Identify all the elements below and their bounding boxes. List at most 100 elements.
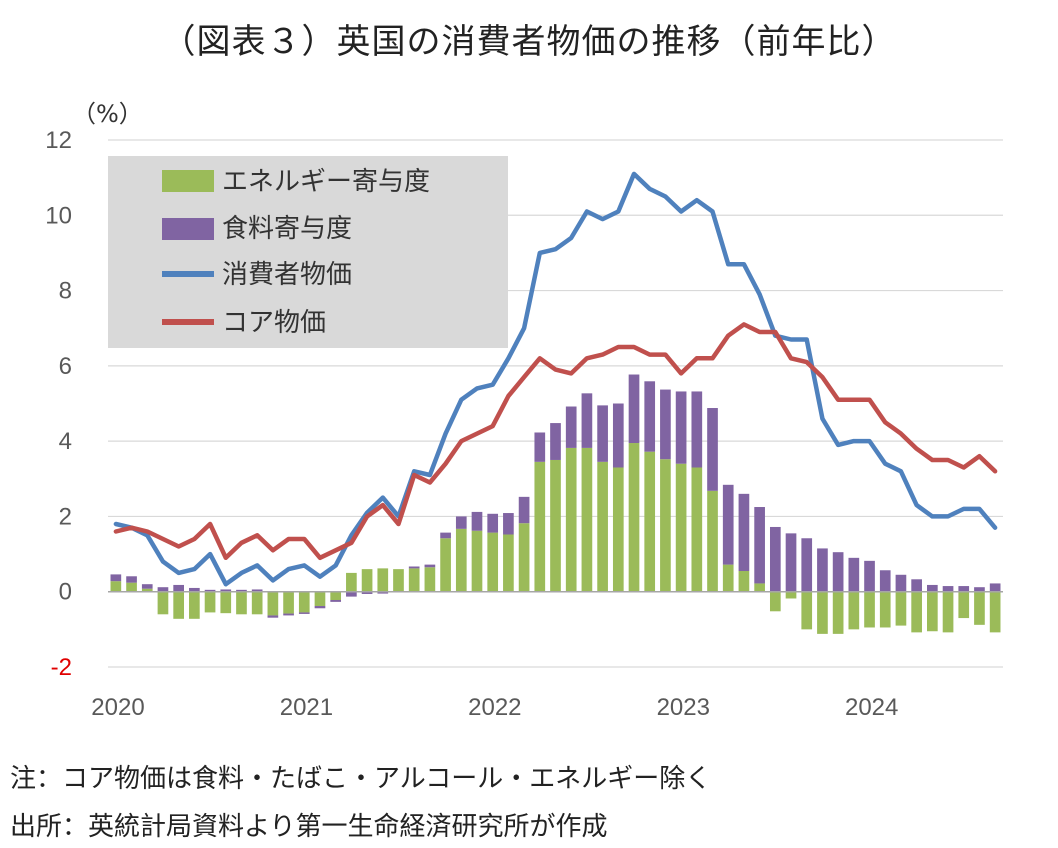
bar-food bbox=[864, 560, 875, 592]
legend-label-food: 食料寄与度 bbox=[222, 214, 352, 244]
bar-energy bbox=[738, 571, 750, 592]
bar-food bbox=[518, 496, 530, 524]
bar-food bbox=[236, 589, 247, 592]
bar-energy bbox=[518, 523, 530, 592]
bar-energy bbox=[126, 582, 137, 592]
y-tick-label: 8 bbox=[59, 278, 72, 305]
bar-energy bbox=[298, 591, 310, 613]
x-tick-label: 2021 bbox=[280, 694, 333, 721]
bar-energy bbox=[879, 591, 891, 628]
bar-food bbox=[330, 599, 342, 602]
bar-energy bbox=[314, 591, 326, 607]
bar-energy bbox=[377, 568, 389, 592]
bar-energy bbox=[864, 591, 875, 628]
bar-energy bbox=[408, 568, 420, 592]
legend-label-core: コア物価 bbox=[222, 308, 326, 338]
bar-food bbox=[408, 566, 420, 569]
bar-energy bbox=[550, 459, 561, 592]
bar-food bbox=[974, 587, 985, 592]
bar-food bbox=[424, 564, 436, 568]
legend: エネルギー寄与度 食料寄与度 消費者物価 コア物価 bbox=[108, 156, 508, 348]
y-tick-label: 12 bbox=[45, 127, 72, 154]
bar-energy bbox=[424, 567, 436, 592]
bar-food bbox=[644, 381, 656, 452]
bar-food bbox=[550, 423, 561, 460]
bar-food bbox=[848, 557, 860, 592]
bar-energy bbox=[612, 467, 624, 592]
bar-food bbox=[675, 391, 687, 464]
x-tick-label: 2020 bbox=[91, 694, 144, 721]
bar-food bbox=[377, 591, 389, 594]
legend-swatch-food bbox=[162, 218, 214, 240]
bar-energy bbox=[989, 591, 1001, 633]
bar-energy bbox=[455, 528, 467, 592]
bar-energy bbox=[110, 581, 122, 592]
bar-energy bbox=[942, 591, 954, 633]
bar-food bbox=[581, 393, 593, 448]
bar-food bbox=[832, 552, 844, 592]
bar-energy bbox=[597, 461, 608, 592]
y-tick-label: 10 bbox=[45, 202, 72, 229]
bar-food bbox=[440, 532, 451, 539]
bar-energy bbox=[644, 451, 656, 592]
bar-food bbox=[895, 574, 907, 592]
bar-food bbox=[503, 513, 514, 535]
y-tick-label: -2 bbox=[51, 654, 72, 681]
bar-food bbox=[942, 586, 954, 592]
bar-energy bbox=[832, 591, 844, 634]
bar-energy bbox=[534, 461, 546, 592]
line-core bbox=[113, 322, 998, 561]
bar-food bbox=[110, 574, 122, 582]
bar-food bbox=[691, 391, 703, 468]
bar-energy bbox=[769, 591, 781, 612]
bar-energy bbox=[895, 591, 907, 626]
bar-energy bbox=[283, 591, 294, 614]
y-unit-label: （%） bbox=[72, 100, 143, 128]
bar-energy bbox=[958, 591, 970, 619]
bar-food bbox=[455, 516, 467, 529]
bar-food bbox=[801, 538, 813, 592]
bar-food bbox=[565, 406, 577, 448]
bar-energy bbox=[848, 591, 860, 630]
bar-energy bbox=[267, 591, 279, 616]
bar-food bbox=[597, 405, 608, 462]
note-exclusions: 注：コア物価は食料・たばこ・アルコール・エネルギー除く bbox=[10, 764, 712, 794]
bar-food bbox=[958, 586, 970, 592]
bar-energy bbox=[204, 591, 216, 613]
bar-energy bbox=[628, 443, 640, 592]
bar-energy bbox=[801, 591, 813, 630]
bars bbox=[110, 374, 1001, 634]
bar-food bbox=[707, 408, 718, 491]
bar-energy bbox=[361, 569, 373, 592]
bar-energy bbox=[236, 591, 247, 615]
bar-food bbox=[660, 389, 671, 460]
legend-label-cpi: 消費者物価 bbox=[222, 260, 352, 290]
bar-food bbox=[204, 589, 216, 592]
bar-energy bbox=[565, 447, 577, 592]
bar-food bbox=[769, 526, 781, 592]
bar-energy bbox=[581, 447, 593, 592]
bar-food bbox=[346, 591, 357, 597]
bar-food bbox=[220, 589, 232, 592]
bar-energy bbox=[393, 569, 404, 592]
bar-energy bbox=[173, 591, 184, 619]
bar-food bbox=[471, 511, 483, 531]
bar-energy bbox=[722, 564, 734, 592]
bar-energy bbox=[220, 591, 232, 614]
axes: -2 0 2 4 6 8 10 12 2020 2021 2022 2023 2024 bbox=[45, 127, 1003, 721]
bar-food bbox=[314, 606, 326, 609]
bar-energy bbox=[660, 459, 671, 592]
bar-energy bbox=[346, 572, 357, 592]
bar-energy bbox=[691, 467, 703, 592]
y-tick-label: 0 bbox=[59, 579, 72, 606]
y-tick-label: 2 bbox=[59, 503, 72, 530]
bar-food bbox=[989, 583, 1001, 592]
bar-food bbox=[283, 613, 294, 616]
bar-food bbox=[361, 591, 373, 594]
bar-food bbox=[817, 548, 828, 592]
bar-food bbox=[298, 612, 310, 614]
bar-food bbox=[911, 579, 922, 592]
bar-energy bbox=[471, 530, 483, 592]
bar-energy bbox=[675, 463, 687, 592]
